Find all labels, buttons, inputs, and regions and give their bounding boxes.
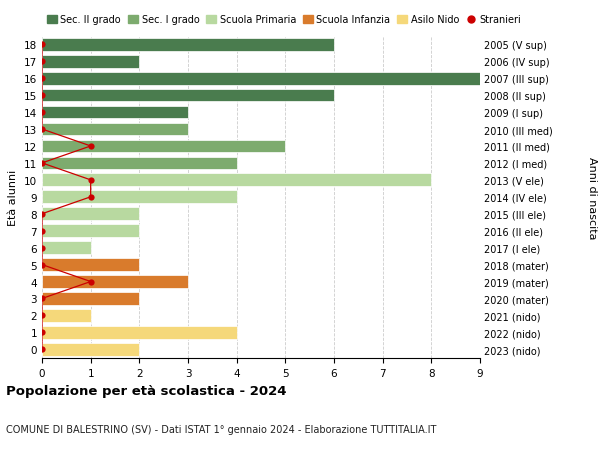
Legend: Sec. II grado, Sec. I grado, Scuola Primaria, Scuola Infanzia, Asilo Nido, Stran: Sec. II grado, Sec. I grado, Scuola Prim… xyxy=(47,16,521,25)
Bar xyxy=(42,90,334,102)
Bar xyxy=(42,343,139,356)
Bar xyxy=(42,191,236,204)
Y-axis label: Età alunni: Età alunni xyxy=(8,169,19,225)
Text: Popolazione per età scolastica - 2024: Popolazione per età scolastica - 2024 xyxy=(6,384,287,397)
Bar xyxy=(42,56,139,68)
Bar xyxy=(42,123,188,136)
Bar xyxy=(42,208,139,221)
Bar xyxy=(42,157,236,170)
Text: COMUNE DI BALESTRINO (SV) - Dati ISTAT 1° gennaio 2024 - Elaborazione TUTTITALIA: COMUNE DI BALESTRINO (SV) - Dati ISTAT 1… xyxy=(6,424,436,434)
Bar xyxy=(42,225,139,237)
Bar xyxy=(42,73,480,85)
Bar xyxy=(42,39,334,51)
Bar xyxy=(42,309,91,322)
Bar xyxy=(42,106,188,119)
Bar xyxy=(42,326,236,339)
Bar xyxy=(42,259,139,271)
Bar xyxy=(42,174,431,187)
Text: Anni di nascita: Anni di nascita xyxy=(587,156,597,239)
Bar xyxy=(42,140,286,153)
Bar xyxy=(42,275,188,288)
Bar xyxy=(42,242,91,254)
Bar xyxy=(42,292,139,305)
